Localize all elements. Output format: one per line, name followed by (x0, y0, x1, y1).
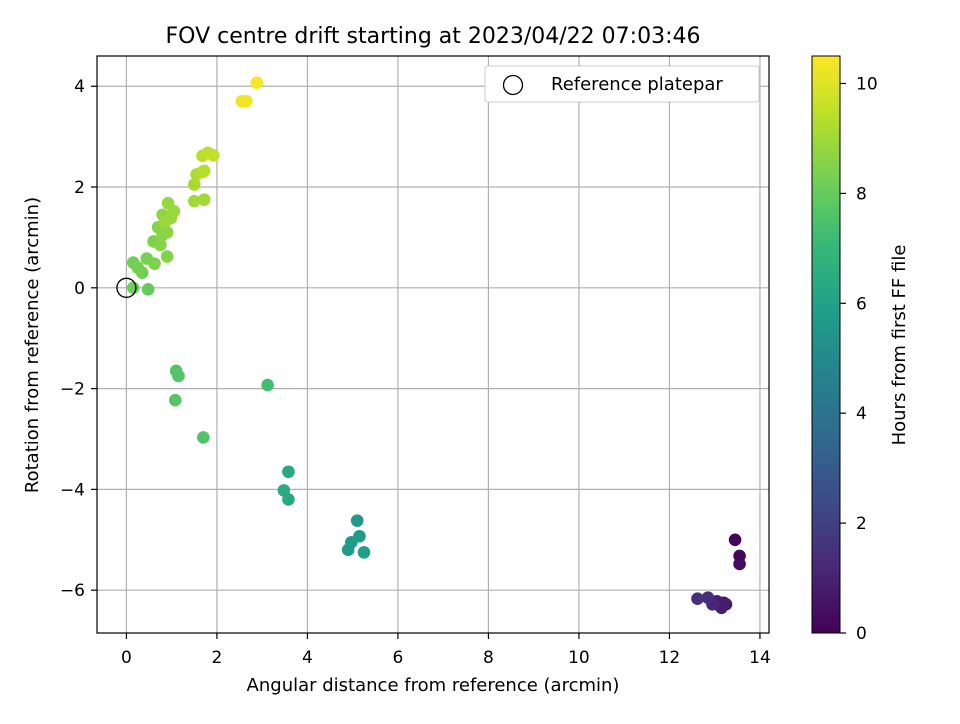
data-points (126, 76, 746, 615)
data-point (250, 76, 264, 90)
legend: Reference platepar (484, 65, 760, 103)
y-axis-label: Rotation from reference (arcmin) (22, 197, 43, 493)
data-point (350, 514, 364, 527)
data-point (728, 533, 742, 547)
legend-marker-circle (502, 74, 524, 96)
colorbar-tick-label: 2 (856, 514, 867, 534)
colorbar-tick-label: 0 (856, 624, 867, 644)
data-point (701, 591, 715, 605)
data-point (160, 250, 174, 263)
x-axis-ticks: 0 2 4 6 8 10 12 14 (121, 633, 771, 668)
data-point (282, 465, 295, 479)
data-point (148, 257, 161, 270)
grid-lines (97, 56, 769, 633)
data-point (240, 95, 253, 108)
data-point (172, 369, 185, 383)
plot-frame (96, 55, 770, 634)
x-tick-label: 0 (121, 648, 132, 668)
data-point (167, 204, 181, 218)
data-point (160, 226, 174, 239)
reference-marker (116, 277, 137, 298)
data-point (154, 238, 167, 252)
data-point (131, 261, 145, 274)
data-point (341, 543, 355, 557)
reference-platepar-point (116, 277, 137, 298)
y-tick-label: 4 (74, 77, 85, 97)
data-point (206, 148, 220, 162)
x-tick-label: 8 (483, 648, 494, 668)
legend-box (484, 65, 760, 103)
colorbar-tick-label: 8 (856, 184, 867, 204)
data-point (691, 592, 704, 606)
data-point (197, 193, 211, 206)
x-tick-label: 4 (302, 648, 313, 668)
x-tick-label: 10 (568, 648, 590, 668)
x-tick-label: 2 (212, 648, 223, 668)
x-axis-label: Angular distance from reference (arcmin) (247, 675, 620, 696)
colorbar: 0 2 4 6 8 10 Hours from first FF file (811, 55, 910, 644)
data-point (719, 597, 733, 611)
data-point (261, 378, 274, 392)
y-tick-label: −2 (60, 380, 85, 400)
y-tick-label: −6 (60, 581, 85, 601)
data-point (357, 546, 371, 559)
data-point (187, 178, 201, 191)
data-point (168, 393, 182, 407)
colorbar-tick-label: 4 (856, 404, 867, 424)
colorbar-tick-label: 10 (856, 74, 878, 94)
data-point (197, 164, 211, 178)
data-point (197, 431, 210, 444)
colorbar-tick-label: 6 (856, 294, 867, 314)
chart-title: FOV centre drift starting at 2023/04/22 … (166, 24, 701, 49)
y-tick-label: 2 (74, 178, 85, 198)
y-tick-label: 0 (74, 279, 85, 299)
colorbar-gradient (811, 55, 841, 634)
data-point (126, 281, 140, 295)
x-tick-label: 12 (659, 648, 681, 668)
colorbar-ticks: 0 2 4 6 8 10 (840, 74, 878, 644)
data-point (141, 283, 155, 296)
legend-label: Reference platepar (551, 74, 723, 95)
colorbar-label: Hours from first FF file (889, 245, 910, 446)
x-tick-label: 14 (749, 648, 771, 668)
y-axis-ticks: −6 −4 −2 0 2 4 (60, 77, 97, 601)
data-point (282, 493, 295, 506)
y-tick-label: −4 (60, 480, 85, 500)
x-tick-label: 6 (393, 648, 404, 668)
data-point (158, 215, 172, 229)
data-point (733, 557, 746, 571)
data-point (187, 194, 201, 208)
